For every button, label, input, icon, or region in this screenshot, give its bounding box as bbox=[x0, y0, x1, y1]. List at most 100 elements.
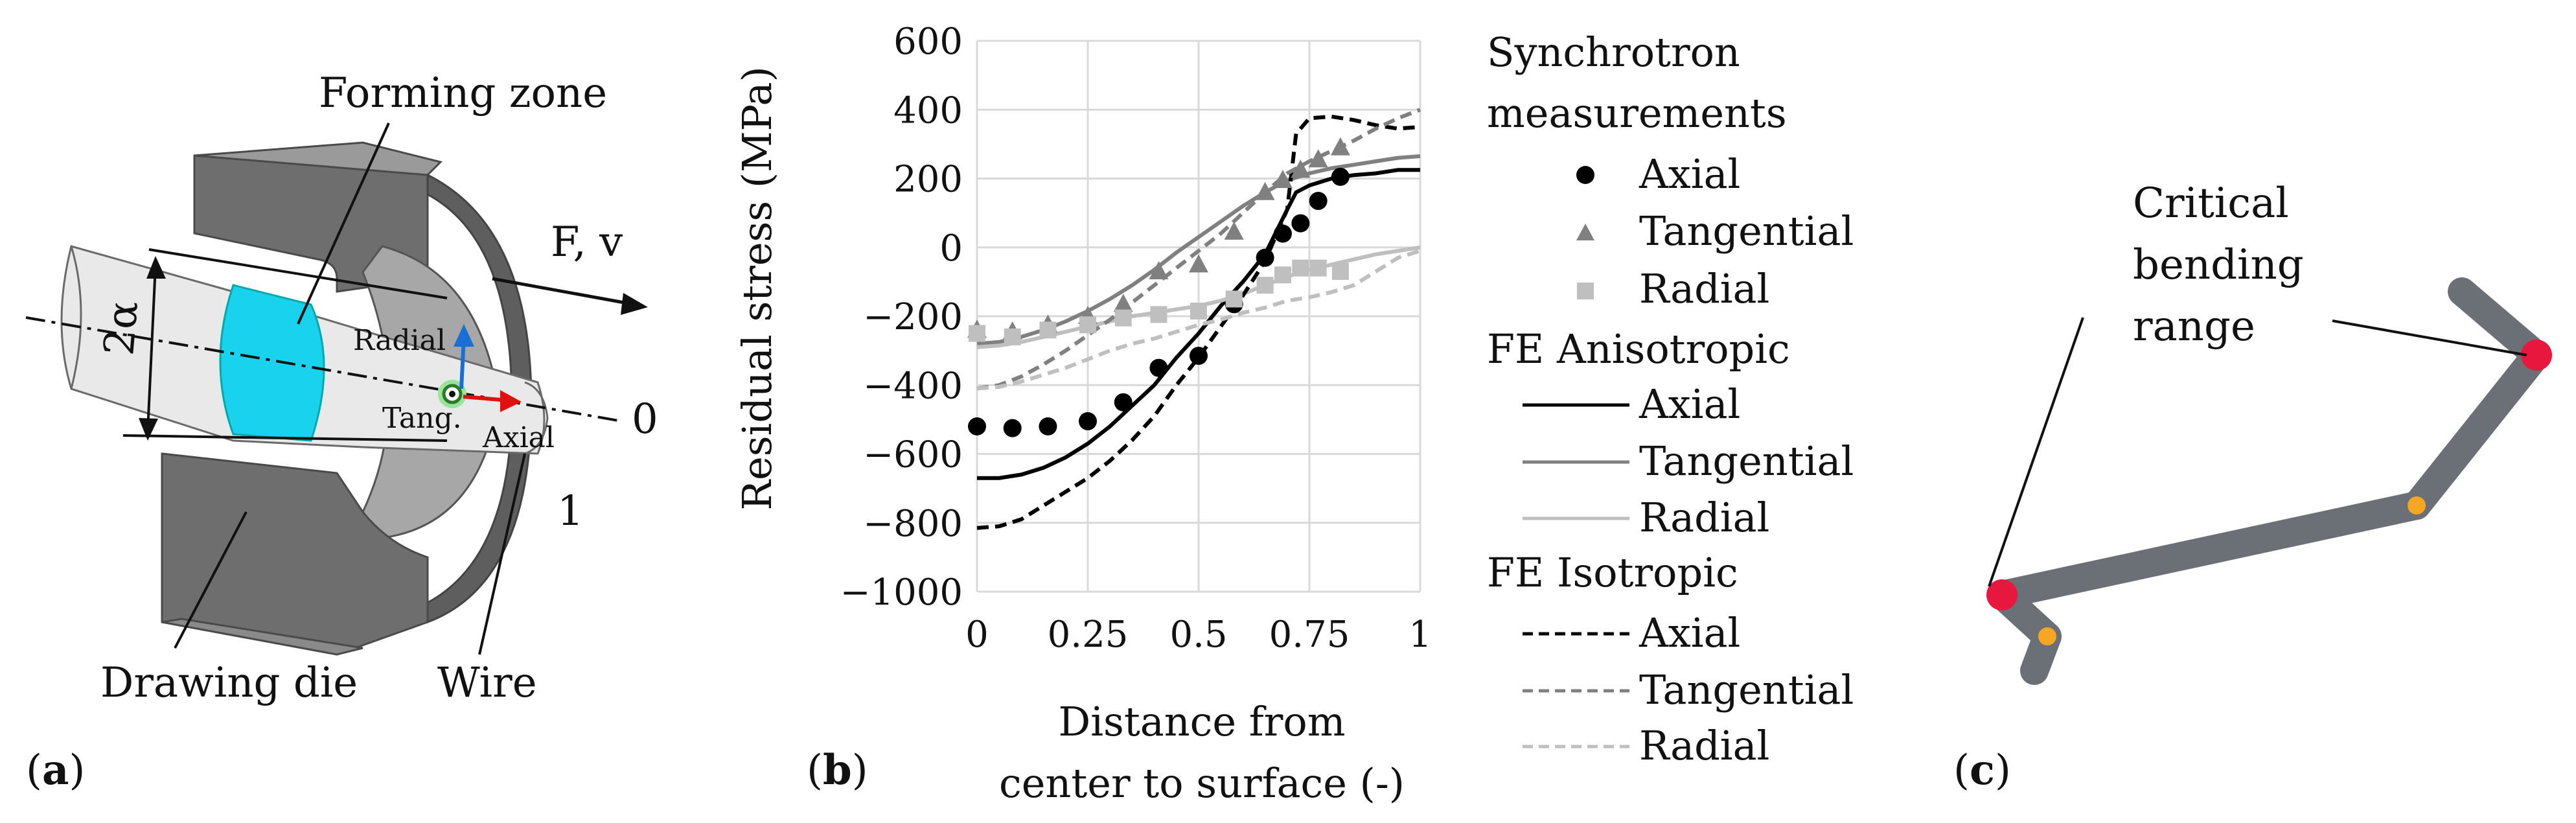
legend-aniso-radial: Radial bbox=[1639, 494, 1769, 541]
drawing-die-leader bbox=[174, 511, 247, 649]
point-synchrotron-radial bbox=[1039, 321, 1057, 339]
angle-label: 2α bbox=[95, 299, 148, 357]
critical-leader-right bbox=[2332, 319, 2527, 356]
drawing-die-label: Drawing die bbox=[100, 659, 358, 707]
point-synchrotron-tangential bbox=[1255, 181, 1275, 200]
panel-b-label: (b) bbox=[807, 746, 868, 794]
legend: Synchrotron measurements Axial Tangentia… bbox=[1487, 29, 1854, 769]
y-tick-label: −400 bbox=[863, 365, 963, 407]
force-label: F, v bbox=[551, 218, 623, 266]
point-synchrotron-axial bbox=[1309, 192, 1328, 211]
wire-axis-line bbox=[25, 316, 623, 423]
force-arrow bbox=[492, 277, 636, 307]
x-tick-label: 1 bbox=[1409, 614, 1432, 656]
radial-label: Radial bbox=[353, 324, 446, 357]
wire-segment-3 bbox=[1988, 491, 2431, 609]
wire-front-cap bbox=[70, 246, 82, 389]
panel-c-label: (c) bbox=[1953, 746, 2011, 794]
legend-marker-tangential bbox=[1576, 224, 1594, 240]
wire-label: Wire bbox=[437, 659, 537, 707]
y-tick-label: −800 bbox=[863, 503, 963, 545]
radial-arrow-head bbox=[454, 324, 474, 347]
point-synchrotron-radial bbox=[1079, 316, 1096, 334]
y-tick-label: −200 bbox=[863, 296, 963, 338]
x-axis-label-line1: Distance from bbox=[1059, 698, 1346, 745]
critical-label-line3: range bbox=[2133, 303, 2255, 351]
y-tick-label: −1000 bbox=[840, 572, 963, 614]
point-synchrotron-radial bbox=[1114, 309, 1132, 327]
x-tick-label: 0.25 bbox=[1048, 614, 1129, 656]
point-synchrotron-axial bbox=[1039, 417, 1057, 435]
point-synchrotron-axial bbox=[1331, 167, 1350, 186]
force-arrow-head bbox=[621, 293, 648, 315]
legend-marker-radial bbox=[1577, 283, 1594, 299]
point-synchrotron-axial bbox=[1149, 358, 1168, 377]
tang-marker-dot bbox=[449, 391, 455, 397]
panel-a: 2α F, v Radial Tang. Axial Forming zone … bbox=[25, 69, 658, 794]
point-synchrotron-axial bbox=[1079, 412, 1097, 431]
angle-arrow bbox=[146, 265, 157, 432]
forming-zone[interactable] bbox=[219, 284, 325, 442]
x-axis-label-line2: center to surface (-) bbox=[999, 759, 1405, 807]
die-ring-top bbox=[193, 154, 429, 293]
y-tick-label: 0 bbox=[939, 227, 963, 270]
y-tick-label: 400 bbox=[893, 89, 963, 132]
minor-bend-middle bbox=[2408, 496, 2426, 515]
series-line-fe-isotropic-radial bbox=[976, 249, 1421, 391]
legend-syn-radial: Radial bbox=[1639, 265, 1769, 312]
point-synchrotron-radial bbox=[1292, 259, 1309, 277]
panel-b: −1000 −800 −600 −400 −200 0 200 400 600 0 0.25 0.5 0… bbox=[733, 21, 1432, 807]
tang-label: Tang. bbox=[382, 402, 462, 435]
point-synchrotron-tangential bbox=[1224, 221, 1244, 240]
angle-arrow-head-bottom bbox=[139, 418, 158, 441]
point-synchrotron-tangential bbox=[1308, 149, 1328, 168]
forming-zone-label: Forming zone bbox=[319, 69, 607, 117]
axial-label: Axial bbox=[482, 421, 555, 454]
point-synchrotron-radial bbox=[1309, 259, 1327, 277]
critical-bend-left bbox=[1986, 579, 2018, 610]
wire-segment-4 bbox=[2402, 341, 2551, 520]
point-synchrotron-tangential bbox=[1113, 294, 1133, 312]
chart-points bbox=[967, 137, 1350, 437]
critical-label-line1: Critical bbox=[2133, 180, 2289, 227]
forming-zone-leader bbox=[297, 122, 390, 325]
series-line-fe-isotropic-tangential bbox=[976, 108, 1421, 391]
x-tick-label: 0.5 bbox=[1169, 614, 1227, 656]
legend-iso-axial: Axial bbox=[1639, 609, 1740, 656]
point-synchrotron-tangential bbox=[1189, 254, 1208, 273]
point-synchrotron-axial bbox=[1256, 248, 1274, 267]
point-synchrotron-radial bbox=[1190, 303, 1207, 320]
legend-iso-radial: Radial bbox=[1639, 722, 1769, 769]
critical-bend-right bbox=[2521, 340, 2552, 371]
angle-arrow-head-top bbox=[146, 256, 166, 279]
point-synchrotron-radial bbox=[1225, 290, 1243, 308]
point-synchrotron-tangential bbox=[1272, 170, 1293, 189]
legend-iso-tangential: Tangential bbox=[1639, 666, 1854, 713]
legend-syn-axial: Axial bbox=[1639, 150, 1740, 198]
wire-number-label: 1 bbox=[557, 487, 584, 535]
point-synchrotron-radial bbox=[1331, 262, 1349, 280]
legend-aniso-tangential: Tangential bbox=[1639, 437, 1854, 485]
panel-c: Critical bending range (c) bbox=[1953, 180, 2552, 794]
point-synchrotron-axial bbox=[1291, 214, 1310, 233]
point-synchrotron-radial bbox=[1256, 277, 1274, 294]
point-synchrotron-tangential bbox=[1330, 137, 1350, 156]
point-synchrotron-axial bbox=[968, 417, 986, 435]
die-ring-bottom bbox=[161, 452, 429, 656]
point-synchrotron-axial bbox=[1114, 393, 1133, 412]
y-tick-label: −600 bbox=[863, 434, 963, 476]
panel-a-label: (a) bbox=[26, 746, 85, 794]
point-synchrotron-radial bbox=[1150, 306, 1167, 323]
y-tick-label: 600 bbox=[893, 21, 963, 63]
critical-label-line2: bending bbox=[2133, 241, 2304, 289]
wire-end-cap bbox=[524, 381, 549, 455]
die-angle-line-top bbox=[148, 248, 448, 299]
wire-leader bbox=[478, 453, 526, 655]
axis-zero-label: 0 bbox=[632, 395, 658, 443]
axial-arrow-head bbox=[500, 390, 522, 412]
point-synchrotron-axial bbox=[1190, 347, 1208, 365]
point-synchrotron-axial bbox=[1003, 419, 1022, 437]
wire-segment-5 bbox=[2448, 277, 2551, 369]
minor-bend-left bbox=[2038, 627, 2056, 645]
chart-ticks: −1000 −800 −600 −400 −200 0 200 400 600 0 0.25 0.5 0… bbox=[840, 21, 1432, 656]
